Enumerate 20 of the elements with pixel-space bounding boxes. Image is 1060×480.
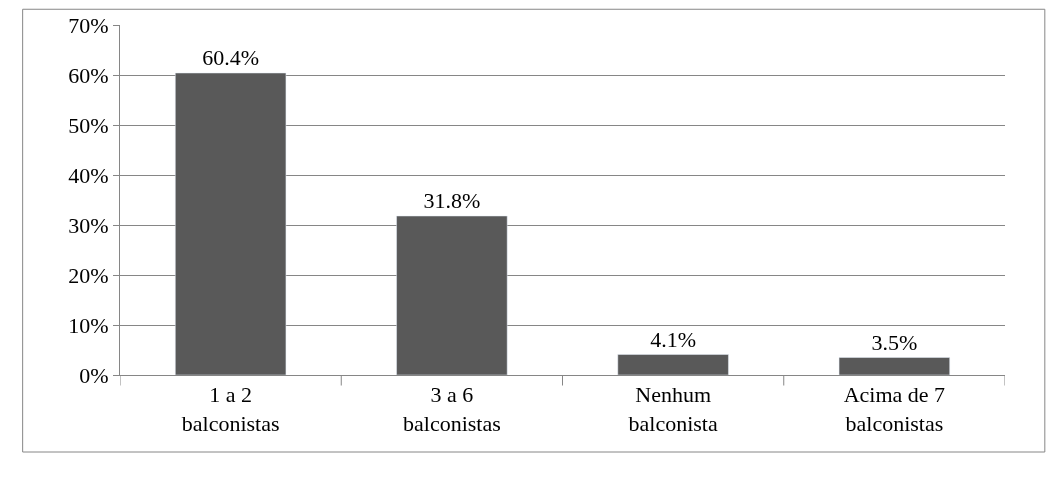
bar	[838, 357, 950, 375]
y-tick-label: 60%	[68, 62, 109, 88]
x-tick-label: Acima de 7 balconistas	[843, 382, 946, 436]
y-tick-label: 40%	[68, 162, 109, 188]
data-label: 4.1%	[650, 326, 697, 352]
x-tick-label: Nenhum balconista	[628, 382, 718, 436]
x-tick-label: 1 a 2 balconistas	[181, 382, 280, 436]
y-tick-label: 20%	[68, 262, 109, 288]
data-label: 60.4%	[202, 45, 260, 70]
data-label: 31.8%	[423, 188, 481, 213]
y-tick-label: 0%	[79, 362, 109, 388]
x-tick-label: 3 a 6 balconistas	[403, 382, 501, 436]
bar	[396, 215, 508, 375]
y-tick-label: 70%	[68, 12, 109, 38]
y-tick-label: 30%	[68, 212, 109, 238]
data-label: 3.5%	[871, 329, 918, 355]
y-tick-label: 50%	[68, 112, 109, 138]
bar	[617, 354, 729, 375]
bar	[175, 72, 287, 375]
y-tick-label: 10%	[68, 312, 109, 338]
